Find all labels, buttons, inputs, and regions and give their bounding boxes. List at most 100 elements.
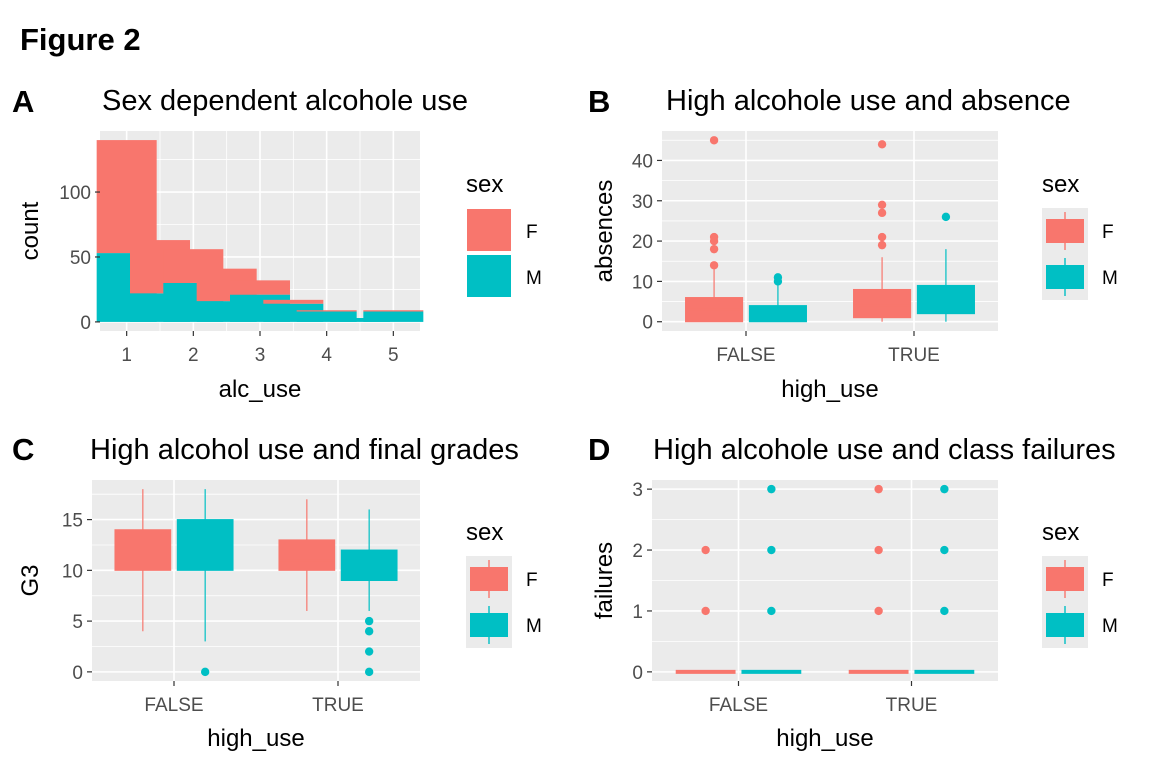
x-tick-label: FALSE xyxy=(716,345,775,366)
boxplot-TRUE-M xyxy=(914,484,975,674)
boxplot-FALSE-M xyxy=(748,273,807,323)
outlier-point xyxy=(709,232,719,242)
legend-key-F xyxy=(467,209,511,251)
boxplot-FALSE-F xyxy=(675,545,736,674)
outlier-point xyxy=(701,545,710,555)
y-tick-label: 2 xyxy=(632,541,643,562)
boxplot-FALSE-F xyxy=(114,489,172,632)
outlier-point xyxy=(877,232,887,242)
boxplot-TRUE-F xyxy=(853,140,912,322)
panel-tag: A xyxy=(12,84,34,119)
boxplot-FALSE-M xyxy=(176,489,234,677)
outlier-point xyxy=(877,240,887,250)
legend-key-M xyxy=(470,613,508,637)
boxplot-FALSE-M xyxy=(741,484,802,674)
legend-key-F xyxy=(470,567,508,591)
legend-key-M xyxy=(1046,613,1084,637)
y-axis-label: count xyxy=(17,201,44,260)
outlier-point xyxy=(874,484,883,494)
legend-title: sex xyxy=(1042,519,1079,546)
bar-segment-M xyxy=(330,318,390,322)
boxplot-FALSE-F xyxy=(685,136,744,323)
x-axis-label: high_use xyxy=(781,376,878,403)
x-tick-label: TRUE xyxy=(888,345,940,366)
legend-label: M xyxy=(1102,616,1118,637)
bar-segment-M xyxy=(363,311,424,322)
legend-title: sex xyxy=(466,171,503,198)
outlier-point xyxy=(877,200,887,209)
x-tick-label: TRUE xyxy=(312,695,364,716)
outlier-point xyxy=(767,606,776,616)
y-axis-label: failures xyxy=(591,542,618,619)
box xyxy=(853,288,912,319)
outlier-point xyxy=(767,545,776,555)
legend: sex F M xyxy=(466,171,542,300)
legend: sex F M xyxy=(1042,171,1118,300)
outlier-point xyxy=(709,261,719,270)
panel-title: High alcohole use and class failures xyxy=(653,434,1116,466)
outlier-point xyxy=(874,545,883,555)
outlier-point xyxy=(773,273,783,282)
panel-tag: C xyxy=(12,432,34,467)
legend-title: sex xyxy=(466,519,503,546)
legend-label: M xyxy=(526,268,542,289)
x-tick-label: FALSE xyxy=(144,695,203,716)
panel-tag: B xyxy=(588,84,610,119)
x-tick-label: TRUE xyxy=(886,695,938,716)
outlier-point xyxy=(940,606,949,616)
legend-label: F xyxy=(526,570,538,591)
outlier-point xyxy=(941,212,951,222)
legend-title: sex xyxy=(1042,171,1079,198)
outlier-point xyxy=(767,484,776,494)
box xyxy=(916,284,975,315)
y-axis-label: absences xyxy=(591,180,618,283)
boxplot-TRUE-F xyxy=(278,499,336,611)
x-tick-label: 1 xyxy=(121,345,132,366)
y-tick-label: 5 xyxy=(72,612,83,633)
x-tick-label: 3 xyxy=(255,345,266,366)
bar-segment-F xyxy=(296,310,357,312)
panel-title: Sex dependent alcohole use xyxy=(102,85,468,117)
y-tick-label: 10 xyxy=(632,272,653,293)
outlier-point xyxy=(709,136,719,145)
legend-label: F xyxy=(1102,570,1114,591)
outlier-point xyxy=(940,484,949,494)
legend-label: M xyxy=(526,616,542,637)
y-tick-label: 0 xyxy=(642,313,653,334)
x-tick-label: 5 xyxy=(388,345,399,366)
y-tick-label: 3 xyxy=(632,480,643,501)
panel-tag: D xyxy=(588,432,610,467)
boxplot-TRUE-F xyxy=(848,484,909,674)
y-tick-label: 1 xyxy=(632,602,643,623)
bar-segment-M xyxy=(296,311,357,322)
outlier-point xyxy=(364,627,374,636)
outlier-point xyxy=(940,545,949,555)
bar-segment-F xyxy=(363,310,424,312)
legend-label: M xyxy=(1102,268,1118,289)
panel-C: C High alcohol use and final grades FALSE T… xyxy=(12,432,542,752)
boxplot-TRUE-M xyxy=(916,212,975,322)
x-tick-label: 2 xyxy=(188,345,199,366)
y-tick-label: 20 xyxy=(632,232,653,253)
x-tick-label: 4 xyxy=(321,345,332,366)
x-axis-label: high_use xyxy=(207,725,304,752)
outlier-point xyxy=(364,647,374,656)
figure-title: Figure 2 xyxy=(20,22,141,57)
y-tick-label: 30 xyxy=(632,192,653,213)
legend: sex F M xyxy=(1042,519,1118,648)
outlier-point xyxy=(364,667,374,677)
legend-key-F xyxy=(1046,219,1084,243)
outlier-point xyxy=(874,606,883,616)
outlier-point xyxy=(364,616,374,626)
boxplot-TRUE-M xyxy=(340,509,398,677)
legend-label: F xyxy=(1102,222,1114,243)
y-tick-label: 15 xyxy=(62,511,83,532)
y-tick-label: 100 xyxy=(59,183,91,204)
legend-key-M xyxy=(1046,265,1084,289)
y-tick-label: 10 xyxy=(62,561,83,582)
y-tick-label: 50 xyxy=(70,248,91,269)
outlier-point xyxy=(200,667,210,677)
box xyxy=(176,519,234,571)
